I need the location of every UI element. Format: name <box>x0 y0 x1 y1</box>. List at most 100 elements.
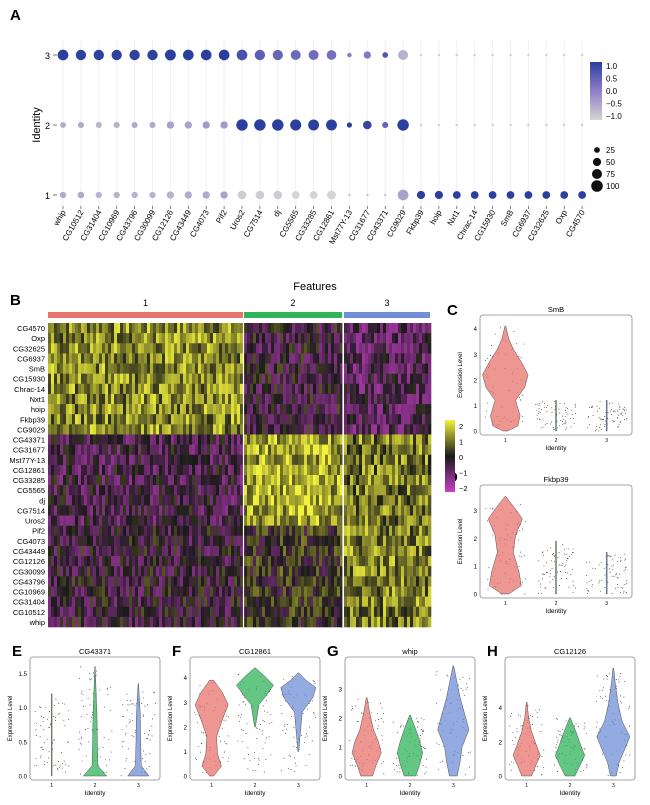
violin-point <box>121 729 123 730</box>
heatmap-cell <box>410 383 414 395</box>
heatmap-cell <box>374 556 378 567</box>
heatmap-cell <box>63 495 67 506</box>
heatmap-cell <box>144 454 148 466</box>
violin-point <box>617 586 619 588</box>
heatmap-cell <box>150 606 154 618</box>
violin-point <box>520 551 522 553</box>
dot <box>95 121 102 129</box>
heatmap-cell <box>331 393 335 405</box>
heatmap-cell <box>298 556 302 567</box>
heatmap-cell <box>340 545 344 557</box>
violin-point <box>567 572 569 574</box>
violin-point <box>155 703 157 704</box>
heatmap-cell <box>316 505 320 516</box>
heatmap-cell <box>177 586 181 597</box>
heatmap-cell <box>114 586 118 597</box>
heatmap-cell <box>225 535 229 547</box>
panel-label-c: C <box>447 302 458 319</box>
violin-point <box>64 725 66 727</box>
heatmap-cell <box>153 393 157 405</box>
heatmap-cell <box>262 353 266 364</box>
heatmap-cell <box>63 566 67 577</box>
heatmap-cell <box>120 383 124 395</box>
heatmap-cell <box>102 444 106 456</box>
heatmap-cell <box>289 606 293 618</box>
violin-point <box>589 581 591 583</box>
heatmap-cell <box>286 505 290 516</box>
heatmap-cell <box>386 606 390 618</box>
heatmap-cell <box>183 475 187 486</box>
violin-point <box>288 754 290 756</box>
heatmap-row-label: Nxt1 <box>30 395 45 404</box>
violin-point <box>611 592 613 594</box>
heatmap-cell <box>265 606 269 618</box>
heatmap-cell <box>322 515 326 526</box>
heatmap-cell <box>265 444 269 456</box>
violin-point <box>566 558 568 560</box>
heatmap-cell <box>147 434 151 445</box>
heatmap-cell <box>277 363 281 374</box>
heatmap-cell <box>60 616 64 628</box>
heatmap-cell <box>328 495 332 506</box>
heatmap-cell <box>222 414 226 425</box>
heatmap-cell <box>132 556 136 567</box>
violin-point <box>539 402 541 404</box>
heatmap-cell <box>75 535 79 547</box>
heatmap-cell <box>428 363 432 374</box>
heatmap-cell <box>189 556 193 567</box>
heatmap-cell <box>99 606 103 618</box>
heatmap-cell <box>165 556 169 567</box>
heatmap-cell <box>117 485 121 496</box>
heatmap-cell <box>198 333 202 344</box>
heatmap-cell <box>280 475 284 486</box>
heatmap-cell <box>180 383 184 395</box>
heatmap-cell <box>353 545 357 557</box>
heatmap-cell <box>96 616 100 628</box>
heatmap-cell <box>114 333 118 344</box>
heatmap-cell <box>177 505 181 516</box>
heatmap-cell <box>392 556 396 567</box>
heatmap-cell <box>295 323 299 334</box>
heatmap-cell <box>90 373 94 385</box>
heatmap-cell <box>307 616 311 628</box>
heatmap-cell <box>201 616 205 628</box>
heatmap-cell <box>162 454 166 466</box>
heatmap-cell <box>368 464 372 476</box>
heatmap-cell <box>174 333 178 344</box>
violin-point <box>39 736 41 738</box>
heatmap-cell <box>265 556 269 567</box>
heatmap-cell <box>392 545 396 557</box>
heatmap-cell <box>87 535 91 547</box>
size-legend-dot <box>591 180 603 192</box>
heatmap-cell <box>304 434 308 445</box>
heatmap-cell <box>201 495 205 506</box>
heatmap-cell <box>310 475 314 486</box>
heatmap-cell <box>425 576 429 587</box>
heatmap-cell <box>126 383 130 395</box>
heatmap-cell <box>51 424 55 435</box>
heatmap-cell <box>237 353 241 364</box>
heatmap-cell <box>156 323 160 334</box>
violin-point <box>196 759 198 761</box>
heatmap-cell <box>120 556 124 567</box>
heatmap-cell <box>283 454 287 466</box>
violin-point <box>125 734 127 736</box>
violin-point <box>66 741 68 743</box>
heatmap-cell <box>271 414 275 425</box>
heatmap-cell <box>120 434 124 445</box>
heatmap-cell <box>75 606 79 618</box>
heatmap-cell <box>247 505 251 516</box>
heatmap-cell <box>165 424 169 435</box>
heatmap-cell <box>307 343 311 354</box>
violin-point <box>62 763 64 765</box>
dot <box>272 49 283 61</box>
heatmap-cell <box>365 353 369 364</box>
heatmap-cell <box>310 434 314 445</box>
violin-xtick-label: 2 <box>254 783 257 789</box>
heatmap-cell <box>144 616 148 628</box>
heatmap-cell <box>228 566 232 577</box>
heatmap-cell <box>289 586 293 597</box>
violin-point <box>131 734 133 736</box>
violin-point <box>110 709 112 711</box>
heatmap-cell <box>216 393 220 405</box>
